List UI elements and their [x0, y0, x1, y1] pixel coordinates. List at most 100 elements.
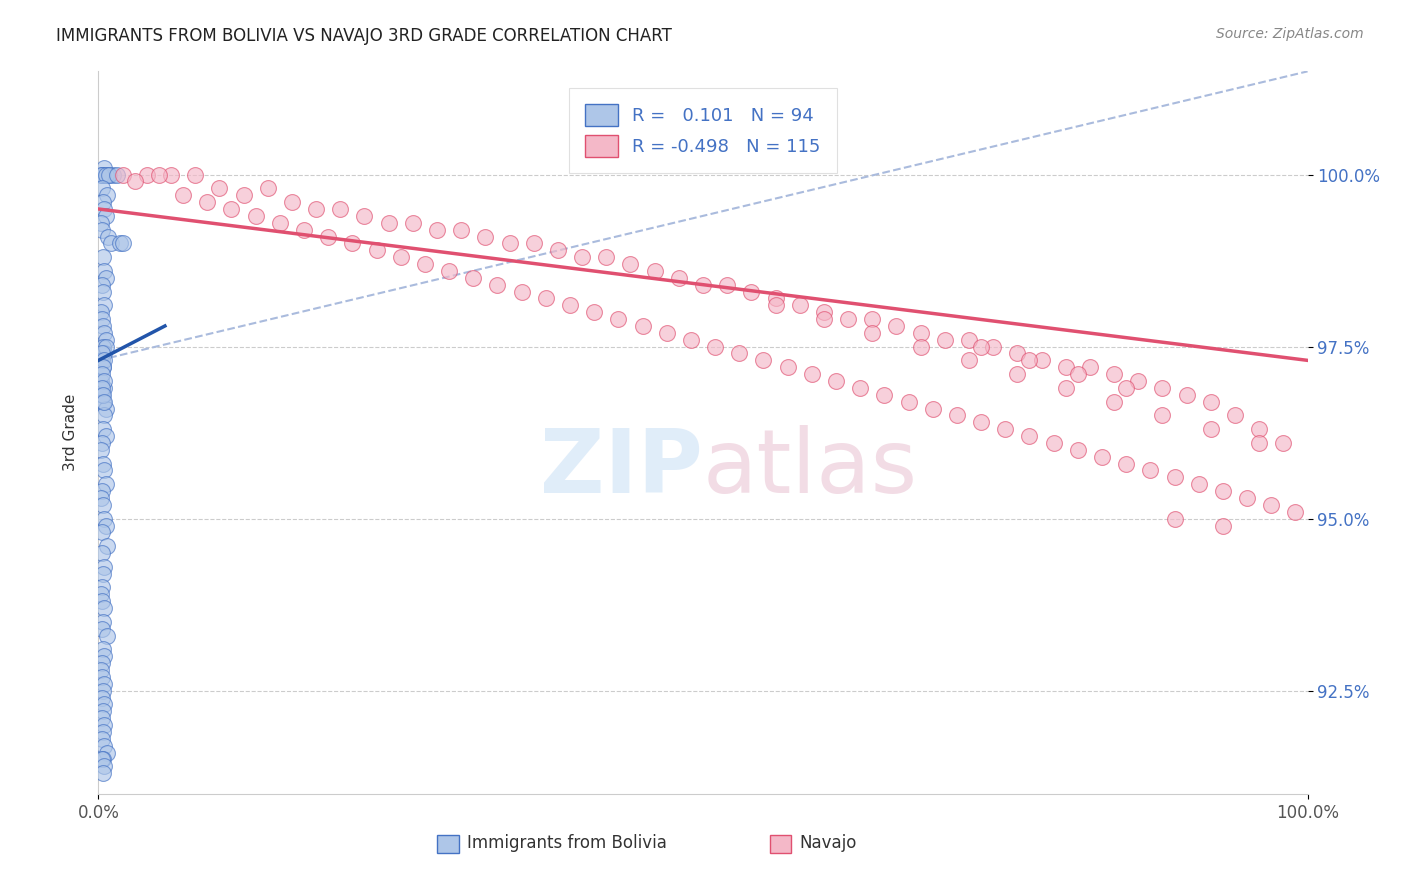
Point [93, 698, 115, 712]
Point [353, 209, 375, 223]
Point [655, 326, 678, 340]
Point [921, 401, 943, 416]
Point [1007, 367, 1029, 381]
Point [644, 264, 666, 278]
Point [1236, 491, 1258, 505]
Legend: R =   0.101   N = 94, R = -0.498   N = 115: R = 0.101 N = 94, R = -0.498 N = 115 [569, 87, 837, 173]
Point [93, 718, 115, 732]
Point [93, 202, 115, 216]
Point [329, 202, 352, 216]
Point [1054, 381, 1077, 395]
Point [94, 270, 117, 285]
Point [232, 188, 254, 202]
Point [558, 298, 581, 312]
Y-axis label: 3rd Grade: 3rd Grade [63, 394, 77, 471]
Point [91, 690, 114, 705]
Point [91, 346, 114, 360]
Point [135, 168, 157, 182]
Point [704, 340, 727, 354]
Point [91, 195, 114, 210]
Point [825, 374, 848, 388]
Point [1067, 367, 1090, 381]
Point [91, 394, 114, 409]
Point [402, 216, 425, 230]
Point [316, 229, 339, 244]
Point [1199, 394, 1222, 409]
Point [91, 656, 114, 670]
Point [305, 202, 328, 216]
Point [91, 388, 114, 402]
Point [93, 759, 115, 773]
Point [221, 202, 243, 216]
Point [91, 594, 114, 608]
Point [873, 388, 896, 402]
Point [93, 511, 115, 525]
Point [1018, 353, 1040, 368]
Point [595, 250, 617, 264]
Point [93, 353, 115, 368]
Point [94, 333, 117, 347]
Text: ZIP: ZIP [540, 425, 703, 512]
Point [1042, 436, 1064, 450]
Point [957, 333, 980, 347]
Point [437, 264, 460, 278]
Point [91, 752, 114, 766]
Point [1115, 457, 1137, 471]
Text: IMMIGRANTS FROM BOLIVIA VS NAVAJO 3RD GRADE CORRELATION CHART: IMMIGRANTS FROM BOLIVIA VS NAVAJO 3RD GR… [56, 27, 672, 45]
Point [90, 663, 112, 677]
Point [1272, 436, 1295, 450]
Point [108, 236, 131, 251]
Point [692, 277, 714, 292]
Point [195, 195, 218, 210]
Point [583, 305, 606, 319]
Point [91, 360, 114, 375]
Point [981, 340, 1004, 354]
Point [90, 587, 112, 601]
Point [91, 318, 114, 333]
FancyBboxPatch shape [437, 835, 458, 853]
Point [1212, 518, 1234, 533]
Point [547, 244, 569, 258]
Point [90, 168, 112, 182]
Point [679, 333, 702, 347]
Point [93, 298, 115, 312]
Point [91, 367, 114, 381]
Point [1152, 381, 1174, 395]
Text: Navajo: Navajo [800, 834, 858, 852]
Point [93, 394, 115, 409]
Point [765, 298, 787, 312]
Point [101, 168, 124, 182]
Point [1102, 367, 1125, 381]
Point [389, 250, 412, 264]
Point [1152, 409, 1174, 423]
Point [93, 739, 115, 753]
Point [245, 209, 267, 223]
Point [93, 326, 115, 340]
Point [292, 222, 315, 236]
Point [91, 181, 114, 195]
Point [172, 188, 194, 202]
Point [1188, 477, 1211, 491]
Point [100, 236, 122, 251]
Point [860, 326, 883, 340]
Point [789, 298, 811, 312]
Point [571, 250, 593, 264]
Point [94, 209, 117, 223]
Point [619, 257, 641, 271]
Point [946, 409, 969, 423]
Text: atlas: atlas [703, 425, 918, 512]
Point [523, 236, 546, 251]
Point [91, 725, 114, 739]
FancyBboxPatch shape [769, 835, 792, 853]
Point [91, 353, 114, 368]
Point [94, 518, 117, 533]
Point [342, 236, 364, 251]
Point [97, 229, 120, 244]
Point [1260, 498, 1282, 512]
Point [93, 463, 115, 477]
Point [256, 181, 278, 195]
Point [90, 216, 112, 230]
Point [1199, 422, 1222, 436]
Point [91, 670, 114, 684]
Point [607, 312, 630, 326]
